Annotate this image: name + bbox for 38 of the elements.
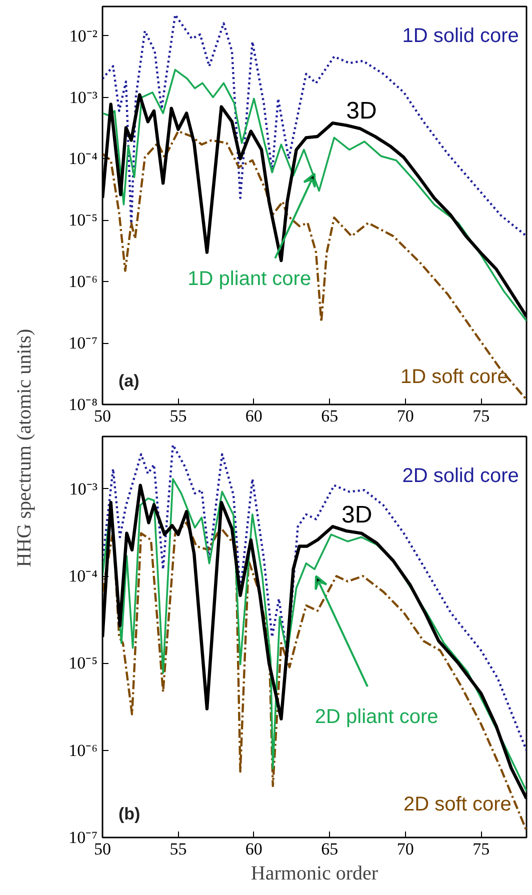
x-tick-label: 75 (472, 406, 490, 426)
series-label: 1D solid core (402, 24, 519, 47)
y-tick-label: 10⁻⁷ (68, 334, 98, 353)
line-series (102, 444, 526, 752)
series-label: 2D pliant core (314, 706, 438, 728)
y-tick-label: 10⁻² (69, 26, 98, 46)
y-tick-label: 10⁻⁶ (68, 272, 98, 292)
line-series (102, 14, 526, 238)
x-tick-label: 60 (245, 840, 262, 858)
y-axis-title: HHG spectrum (atomic units) (14, 328, 36, 568)
x-tick-label: 50 (94, 406, 111, 426)
text: 1D pliant core (188, 268, 312, 290)
x-tick-label: 65 (321, 840, 338, 858)
x-tick-label: 60 (245, 406, 262, 426)
line-series (102, 522, 526, 832)
y-tick-label: 10⁻⁵ (68, 210, 98, 230)
y-tick-label: 10⁻³ (69, 88, 98, 107)
x-tick-label: 55 (170, 406, 187, 426)
series-label: 2D soft core (404, 793, 512, 816)
y-tick-label: 10⁻³ (69, 479, 98, 498)
y-tick-label: 10⁻⁶ (68, 740, 98, 760)
annotation: (b) (118, 804, 140, 824)
x-axis-title: Harmonic order (250, 862, 378, 884)
x-tick-label: 70 (396, 406, 414, 426)
x-tick-label: 55 (170, 840, 187, 858)
annotation: (a) (118, 372, 140, 390)
y-tick-label: 10⁻⁵ (68, 654, 98, 673)
x-tick-label: 70 (396, 840, 414, 858)
x-tick-label: 65 (321, 406, 338, 426)
series-label: 3D (346, 97, 377, 124)
series-label: 3D (342, 502, 372, 529)
line-series (102, 130, 526, 401)
x-tick-label: 75 (472, 840, 490, 858)
series-label: 1D soft core (400, 366, 508, 388)
x-tick-label: 50 (94, 840, 111, 858)
series-label: 2D solid core (402, 465, 519, 488)
y-tick-label: 10⁻⁴ (68, 149, 98, 168)
y-tick-label: 10⁻⁴ (68, 566, 98, 586)
